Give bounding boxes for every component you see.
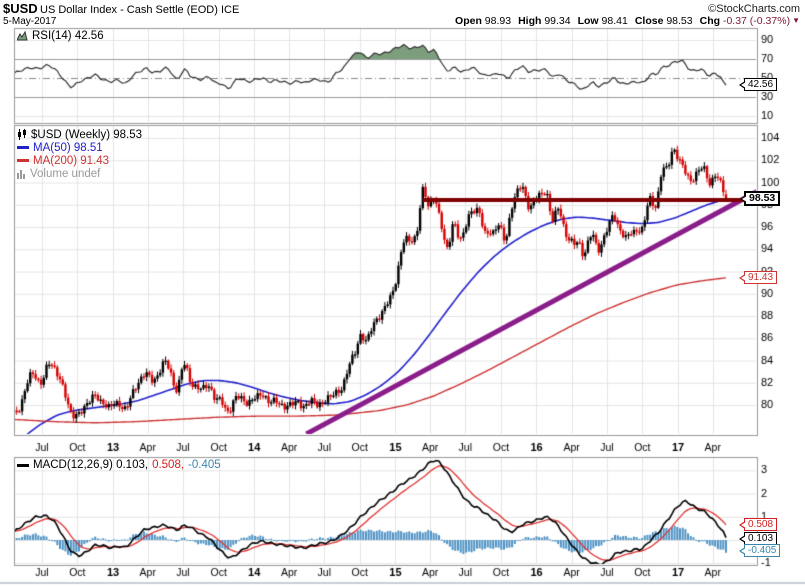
chg-value: -0.37 (-0.37%) xyxy=(722,15,791,27)
symbol-title: $USD xyxy=(3,1,38,16)
macd-legend: MACD(12,26,9) 0.103, 0.508, -0.405 xyxy=(17,459,221,471)
volume-legend-label: Volume undef xyxy=(30,167,101,180)
price-legend-symbol-row: $USD (Weekly) 98.53 xyxy=(17,128,142,141)
volume-bars-icon xyxy=(17,169,25,179)
macd-hist-value: -0.405 xyxy=(188,459,221,471)
ma200-value-callout: 91.43 xyxy=(738,271,778,284)
open-value: 98.93 xyxy=(484,15,512,27)
ma50-legend-row: MA(50) 98.51 xyxy=(17,141,142,154)
volume-legend-row: Volume undef xyxy=(17,167,142,180)
stockcharts-credit: ©StockCharts.com xyxy=(708,3,800,15)
rsi-value-callout: 42.56 xyxy=(738,78,778,91)
ma50-line-icon xyxy=(17,146,29,149)
low-label: Low xyxy=(577,15,599,27)
close-label: Close xyxy=(634,15,664,27)
open-label: Open xyxy=(455,15,482,27)
instrument-title: US Dollar Index - Cash Settle (EOD) ICE xyxy=(40,4,240,16)
macd-signal-value: 0.508, xyxy=(152,459,185,471)
last-price-callout: 98.53 xyxy=(739,191,781,206)
ma200-legend-row: MA(200) 91.43 xyxy=(17,154,142,167)
chg-label: Chg xyxy=(699,15,721,27)
macd-line-icon xyxy=(17,463,29,467)
high-label: High xyxy=(518,15,542,27)
chart-date: 5-May-2017 xyxy=(3,16,57,27)
macd-signal-callout: 0.508 xyxy=(738,518,778,531)
macd-hist-callout: -0.405 xyxy=(738,544,781,557)
ma200-line-icon xyxy=(17,159,29,162)
low-value: 98.41 xyxy=(601,15,628,27)
down-triangle-icon: ▼ xyxy=(792,16,800,25)
price-legend: $USD (Weekly) 98.53 MA(50) 98.51 MA(200)… xyxy=(17,128,142,180)
high-value: 99.34 xyxy=(544,15,571,27)
rsi-legend: RSI(14) 42.56 xyxy=(17,30,104,42)
ohlc-readout: Open 98.93 High 99.34 Low 98.41 Close 98.53… xyxy=(455,15,800,27)
ma200-legend-label: MA(200) 91.43 xyxy=(33,154,110,167)
candlestick-icon xyxy=(18,129,26,140)
ma50-legend-label: MA(50) 98.51 xyxy=(33,141,103,154)
rsi-mountain-icon xyxy=(17,31,28,41)
price-legend-label: $USD (Weekly) 98.53 xyxy=(31,128,142,141)
macd-legend-label: MACD(12,26,9) 0.103, xyxy=(33,459,149,471)
close-value: 98.53 xyxy=(666,15,693,27)
rsi-legend-label: RSI(14) 42.56 xyxy=(32,30,104,42)
